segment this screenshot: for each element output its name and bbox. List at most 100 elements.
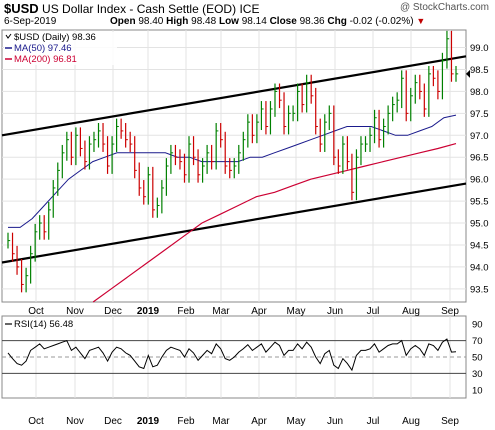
price-bar (174, 144, 178, 166)
price-bar (351, 153, 355, 201)
legend-text: RSI(14) 56.48 (14, 319, 73, 330)
low-label: Low (218, 16, 239, 27)
price-bar (84, 140, 88, 170)
symbol-label: $USD (4, 1, 39, 16)
legend-text: MA(200) 96.81 (14, 54, 77, 65)
price-bar (455, 65, 459, 82)
price-bar (192, 136, 196, 166)
x-tick-label: Apr (251, 306, 267, 317)
x-tick-label: Aug (402, 416, 420, 427)
rsi-panel: RSI(14) 56.48 (1, 315, 467, 399)
price-bar (66, 131, 70, 161)
ma200-line (92, 143, 457, 303)
x-tick-label: Dec (104, 416, 122, 427)
legend-ma50: MA(50) 97.46 (4, 43, 117, 54)
price-bar (224, 131, 228, 174)
price-bar (211, 144, 214, 170)
price-bar (147, 166, 151, 205)
price-bar (432, 65, 436, 87)
price-bar (283, 92, 287, 135)
price-bar (297, 83, 300, 122)
price-bar (242, 131, 246, 161)
x-tick-label: 2019 (137, 416, 160, 427)
price-bar (43, 215, 47, 240)
y-tick-label: 94.5 (470, 240, 489, 251)
x-tick-label: Nov (66, 306, 84, 317)
high-label: High (166, 16, 189, 27)
price-bar (342, 136, 346, 174)
price-bar (79, 127, 83, 157)
legend-ma200: MA(200) 96.81 (4, 54, 117, 65)
price-bar (364, 136, 368, 152)
price-bar (287, 105, 291, 135)
y-tick-label: 96.5 (470, 153, 489, 164)
price-bar (52, 180, 56, 218)
instrument-name: US Dollar Index - Cash Settle (EOD) (42, 2, 237, 16)
price-bar (229, 158, 232, 179)
y-tick-label: 93.5 (470, 284, 489, 295)
price-bar (34, 223, 38, 262)
price-bar (16, 245, 20, 275)
y-tick-label: 97.0 (470, 131, 489, 142)
price-bar (116, 118, 119, 152)
price-bar (197, 149, 201, 183)
price-bar (165, 158, 169, 196)
y-tick-label: 95.5 (470, 197, 489, 208)
price-bar (328, 105, 332, 131)
legend-backdrop (4, 54, 117, 65)
price-bar (7, 232, 11, 249)
price-bar (450, 30, 454, 82)
chg-label: Chg (327, 16, 347, 27)
axes-layer: Oct Oct Nov Nov Dec Dec 2019 2019 Feb Feb Mar Mar Ap… (28, 43, 488, 427)
price-bar (247, 114, 251, 148)
price-bar (423, 83, 427, 117)
price-bar (156, 197, 160, 218)
chart-title-row: $USD US Dollar Index - Cash Settle (EOD)… (4, 1, 259, 16)
price-bar (143, 180, 146, 205)
legend-backdrop (4, 43, 117, 54)
rsi-tick-label: 30 (472, 369, 483, 380)
price-bar (260, 101, 264, 131)
x-tick-label: Mar (212, 416, 230, 427)
open-value: 98.40 (138, 16, 164, 27)
rsi-line (7, 338, 457, 372)
y-tick-label: 94.0 (470, 262, 489, 273)
price-bar (360, 136, 364, 166)
channel-upper-line (1, 55, 467, 137)
price-bar (70, 131, 74, 166)
watermark: @ StockCharts.com (399, 2, 489, 13)
y-tick-label: 95.0 (470, 219, 489, 230)
price-bar (88, 136, 92, 170)
chg-value: -0.02 (-0.02%) (349, 16, 414, 27)
price-bar (319, 118, 323, 152)
price-frame (1, 29, 467, 303)
ma50-line (8, 114, 457, 228)
price-bar (188, 136, 192, 183)
price-bar (256, 114, 260, 144)
legend-backdrop (4, 318, 90, 329)
y-tick-label: 99.0 (470, 43, 489, 54)
price-bar (405, 70, 409, 122)
rsi-tick-label: 70 (472, 336, 483, 347)
y-tick-label: 98.5 (470, 65, 489, 76)
date-label: 6-Sep-2019 (4, 16, 57, 27)
price-bar (274, 83, 278, 117)
x-tick-label: Oct (28, 306, 44, 317)
price-bar (269, 101, 273, 135)
price-bar (152, 166, 156, 218)
price-bar (106, 136, 110, 174)
price-bar (265, 101, 269, 135)
quote-row: Open 98.40 High 98.48 Low 98.14 Close 98… (110, 16, 425, 27)
price-bar (161, 180, 165, 214)
price-bar (428, 65, 432, 117)
price-bar (396, 92, 400, 113)
legend-text: MA(50) 97.46 (14, 43, 72, 54)
x-tick-label: Jun (327, 306, 343, 317)
x-tick-label: Feb (177, 306, 195, 317)
price-bar (30, 245, 33, 284)
price-bar (25, 267, 29, 293)
price-bar (306, 74, 309, 113)
price-bar (355, 149, 359, 201)
price-bar (292, 105, 296, 122)
